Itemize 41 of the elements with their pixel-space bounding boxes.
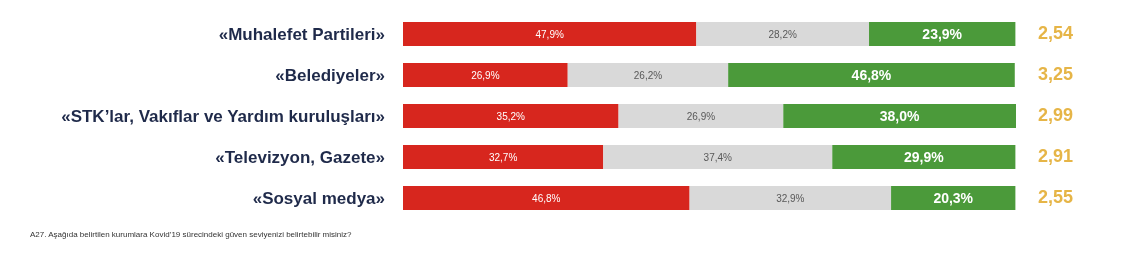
data-label: 46,8% xyxy=(851,66,892,83)
bar xyxy=(696,22,870,46)
y-tick-label: «STK’lar, Vakıflar ve Yardım kuruluşları» xyxy=(61,106,385,126)
bar xyxy=(603,145,833,169)
y-tick-label: «Muhalefet Partileri» xyxy=(218,24,385,44)
data-label: 28,2% xyxy=(768,28,797,40)
data-label: 32,7% xyxy=(488,151,518,163)
data-label: 23,9% xyxy=(922,25,963,42)
bar xyxy=(403,104,619,128)
bar xyxy=(891,186,1016,210)
data-label: 26,2% xyxy=(633,69,663,81)
bar xyxy=(403,145,604,169)
data-label: 26,9% xyxy=(686,110,716,122)
text: 2,99 xyxy=(1038,104,1074,126)
y-tick-label: «Belediyeler» xyxy=(275,65,385,85)
data-label: 35,2% xyxy=(496,110,526,122)
y-tick-label: «Televizyon, Gazete» xyxy=(215,147,385,167)
bar xyxy=(403,63,568,87)
bar xyxy=(832,145,1016,169)
text: 2,54 xyxy=(1038,22,1074,44)
bar xyxy=(869,22,1016,46)
bar xyxy=(689,186,892,210)
bar xyxy=(567,63,729,87)
data-label: 38,0% xyxy=(879,107,921,124)
bar xyxy=(728,63,1015,87)
data-label: 32,9% xyxy=(776,192,805,204)
data-label: 26,9% xyxy=(471,69,500,81)
text: A27. Aşağıda belirtilen kurumlara Kovid’19 sürecindeki güven seviyenizi belirtebilir misiniz? xyxy=(30,230,352,239)
bar xyxy=(403,186,690,210)
data-label: 20,3% xyxy=(933,189,974,206)
data-label: 47,9% xyxy=(535,28,564,40)
bar xyxy=(403,22,697,46)
text: 2,55 xyxy=(1038,186,1074,208)
data-label: 29,9% xyxy=(903,148,945,165)
bar xyxy=(618,104,784,128)
text: 3,25 xyxy=(1038,63,1074,85)
y-tick-label: «Sosyal medya» xyxy=(252,188,385,208)
data-label: 46,8% xyxy=(532,192,561,204)
bar xyxy=(783,104,1016,128)
text: 2,91 xyxy=(1038,145,1074,167)
data-label: 37,4% xyxy=(703,151,733,163)
